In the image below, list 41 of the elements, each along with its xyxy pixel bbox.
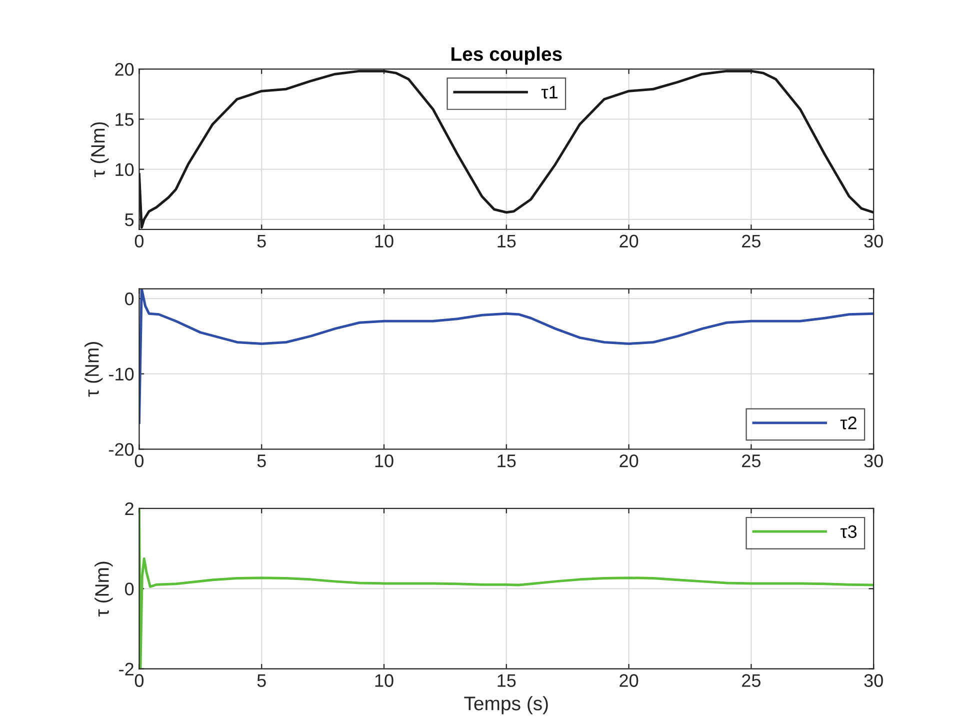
x-tick-label: 30 bbox=[864, 674, 883, 687]
x-tick-label: 20 bbox=[620, 454, 638, 468]
x-tick-label: 30 bbox=[864, 454, 883, 468]
line-series bbox=[139, 508, 874, 669]
y-axis-title: τ (Nm) bbox=[94, 562, 113, 617]
x-tick-label: 25 bbox=[742, 454, 760, 468]
y-tick-label: 0 bbox=[125, 292, 134, 306]
x-tick-label: 0 bbox=[134, 454, 144, 468]
y-tick-label: 2 bbox=[125, 502, 134, 516]
x-tick-label: 25 bbox=[742, 674, 760, 687]
x-tick-label: 15 bbox=[498, 674, 516, 687]
chart-title: Les couples bbox=[452, 46, 562, 65]
x-tick-label: 15 bbox=[498, 234, 516, 248]
y-tick-label: 5 bbox=[125, 214, 134, 226]
x-tick-label: 0 bbox=[134, 674, 144, 687]
y-tick-label: 10 bbox=[116, 163, 134, 176]
x-tick-label: 25 bbox=[742, 234, 760, 248]
x-tick-label: 20 bbox=[620, 674, 638, 687]
y-axis-title: τ (Nm) bbox=[84, 342, 103, 397]
legend-label: τ2 bbox=[840, 416, 856, 430]
x-tick-label: 30 bbox=[864, 234, 883, 248]
y-tick-label: 0 bbox=[125, 582, 134, 596]
x-tick-label: 20 bbox=[620, 234, 638, 248]
x-tick-label: 0 bbox=[134, 234, 144, 248]
x-tick-label: 5 bbox=[257, 454, 266, 468]
line-series bbox=[139, 70, 874, 229]
x-tick-label: 10 bbox=[375, 454, 394, 468]
legend-label: τ3 bbox=[840, 525, 857, 538]
y-tick-label: 20 bbox=[115, 63, 134, 76]
y-tick-label: 15 bbox=[116, 113, 134, 126]
x-tick-label: 10 bbox=[375, 674, 394, 687]
x-tick-label: 5 bbox=[257, 234, 266, 248]
x-tick-label: 5 bbox=[257, 674, 266, 687]
x-axis-title: Temps (s) bbox=[464, 696, 548, 714]
y-tick-label: -2 bbox=[119, 662, 134, 676]
y-axis-title: τ (Nm) bbox=[90, 122, 109, 178]
y-tick-label: -20 bbox=[109, 443, 134, 456]
y-tick-label: -10 bbox=[109, 368, 134, 381]
x-tick-label: 15 bbox=[498, 454, 516, 468]
legend-label: τ1 bbox=[541, 86, 558, 99]
x-tick-label: 10 bbox=[375, 234, 394, 248]
